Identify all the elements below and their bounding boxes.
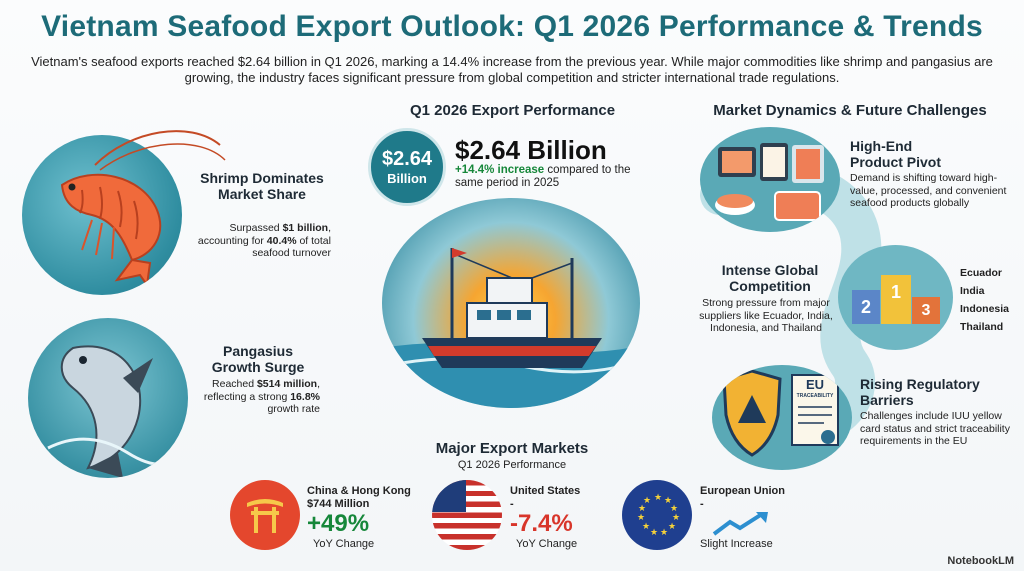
- podium-first: 1: [881, 275, 911, 324]
- doc-sub: TRACEABILITY: [796, 393, 834, 399]
- big-value: $2.64 Billion: [455, 135, 607, 165]
- svg-text:★: ★: [664, 496, 672, 506]
- fishing-boat-illustration: [382, 198, 640, 408]
- page-title: Vietnam Seafood Export Outlook: Q1 2026 …: [41, 10, 983, 43]
- eu-flag-icon: ★ ★ ★ ★ ★ ★ ★ ★ ★ ★ ★: [622, 480, 692, 550]
- competitor-list: Ecuador India Indonesia Thailand: [960, 264, 1020, 336]
- china-market: China & Hong Kong $744 Million +49% YoY …: [307, 485, 427, 551]
- competitor-item: Indonesia: [960, 303, 1010, 315]
- eu-value: -: [700, 497, 704, 510]
- svg-text:★: ★: [668, 522, 676, 532]
- brand-label: NotebookLM: [947, 555, 1014, 567]
- svg-text:★: ★: [638, 504, 646, 514]
- page-subtitle: Vietnam's seafood exports reached $2.64 …: [31, 54, 993, 85]
- markets-heading: Major Export Markets: [435, 440, 589, 457]
- competition-title: Intense Global Competition: [721, 262, 819, 294]
- regulatory-text: Challenges include IUU yellow card statu…: [860, 410, 1010, 447]
- china-change: +49%: [307, 510, 370, 537]
- svg-text:★: ★: [672, 513, 680, 523]
- svg-text:★: ★: [654, 493, 662, 503]
- eu-market: European Union - Slight Increase: [700, 485, 810, 551]
- eu-name: European Union: [700, 485, 785, 497]
- competition-text: Strong pressure from major suppliers lik…: [699, 297, 833, 334]
- podium-third: 3: [912, 297, 940, 324]
- competitor-item: India: [960, 285, 985, 297]
- doc-title: EU: [805, 377, 825, 392]
- svg-text:★: ★: [642, 522, 650, 532]
- china-gate-icon: [230, 480, 300, 550]
- svg-text:★: ★: [660, 528, 668, 538]
- china-value: $744 Million: [307, 497, 370, 510]
- dynamics-heading: Market Dynamics & Future Challenges: [713, 102, 987, 119]
- regulatory-illustration: EU TRACEABILITY: [712, 365, 852, 470]
- competitor-item: Thailand: [960, 321, 1004, 333]
- regulatory-title: Rising Regulatory Barriers: [860, 376, 980, 408]
- value-badge: $2.64 Billion: [368, 128, 446, 206]
- podium-second: 2: [852, 290, 880, 324]
- shrimp-text: Surpassed $1 billion, accounting for 40.…: [197, 222, 331, 259]
- pivot-text: Demand is shifting toward high-value, pr…: [850, 172, 1007, 209]
- competitor-item: Ecuador: [960, 267, 1003, 279]
- seafood-products-illustration: [700, 127, 840, 232]
- markets-subheading: Q1 2026 Performance: [457, 459, 567, 471]
- shrimp-title: Shrimp Dominates Market Share: [200, 170, 324, 202]
- us-note: YoY Change: [516, 538, 578, 550]
- china-note: YoY Change: [313, 538, 375, 550]
- badge-unit: Billion: [387, 171, 427, 186]
- pangasius-illustration: [28, 318, 188, 478]
- increase-text: +14.4% increase compared to the same per…: [455, 164, 631, 189]
- us-name: United States: [510, 485, 581, 497]
- shrimp-illustration: [22, 135, 182, 295]
- svg-text:★: ★: [637, 513, 645, 523]
- us-value: -: [510, 497, 514, 510]
- export-performance-heading: Q1 2026 Export Performance: [409, 102, 616, 119]
- us-flag-icon: [432, 480, 502, 550]
- pangasius-title: Pangasius Growth Surge: [211, 343, 305, 375]
- china-name: China & Hong Kong: [307, 485, 411, 497]
- us-change: -7.4%: [510, 510, 573, 537]
- podium-illustration: 2 1 3: [838, 245, 953, 350]
- badge-value: $2.64: [381, 148, 433, 170]
- pivot-title: High-End Product Pivot: [850, 138, 942, 170]
- shrimp-antenna-decoration: [94, 130, 226, 171]
- us-market: United States - -7.4% YoY Change: [510, 485, 620, 551]
- eu-note: Slight Increase: [700, 538, 773, 550]
- svg-text:★: ★: [643, 496, 651, 506]
- pangasius-text: Reached $514 million, reflecting a stron…: [203, 378, 320, 415]
- svg-text:★: ★: [650, 528, 658, 538]
- trend-up-icon: [712, 512, 768, 536]
- svg-text:★: ★: [670, 504, 678, 514]
